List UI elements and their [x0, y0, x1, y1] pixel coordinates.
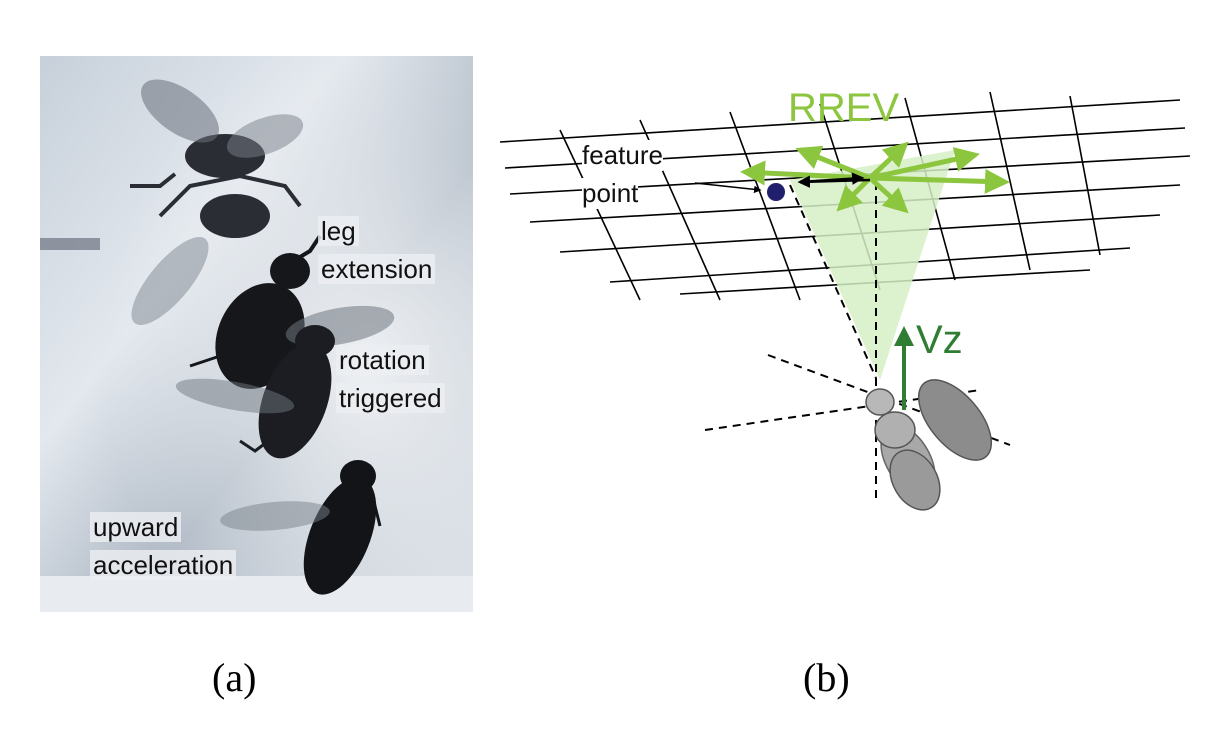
caption-a: (a)	[212, 655, 257, 700]
label-extension: extension	[318, 254, 436, 284]
fly-photo-image	[40, 56, 473, 612]
view-cone	[790, 150, 955, 380]
label-point: point	[582, 178, 639, 209]
label-vz: Vz	[916, 318, 963, 362]
label-rotation: rotation	[336, 345, 429, 375]
feature-arrows	[694, 172, 871, 194]
caption-b: (b)	[803, 655, 850, 700]
fly-top	[130, 79, 304, 326]
label-rrev: RREV	[788, 86, 900, 130]
label-upward: upward	[90, 512, 182, 542]
label-triggered: triggered	[336, 383, 445, 413]
fly-landing-photo: leg extension rotation triggered upward …	[40, 56, 473, 612]
label-feature: feature	[582, 140, 663, 171]
label-leg: leg	[318, 216, 359, 246]
rrev-arrows	[740, 141, 1010, 214]
bee-icon	[865, 379, 993, 511]
label-acceleration: acceleration	[90, 550, 237, 580]
fly-rotation	[175, 325, 335, 459]
feature-point-dot	[767, 183, 785, 201]
fly-upward	[220, 460, 382, 595]
